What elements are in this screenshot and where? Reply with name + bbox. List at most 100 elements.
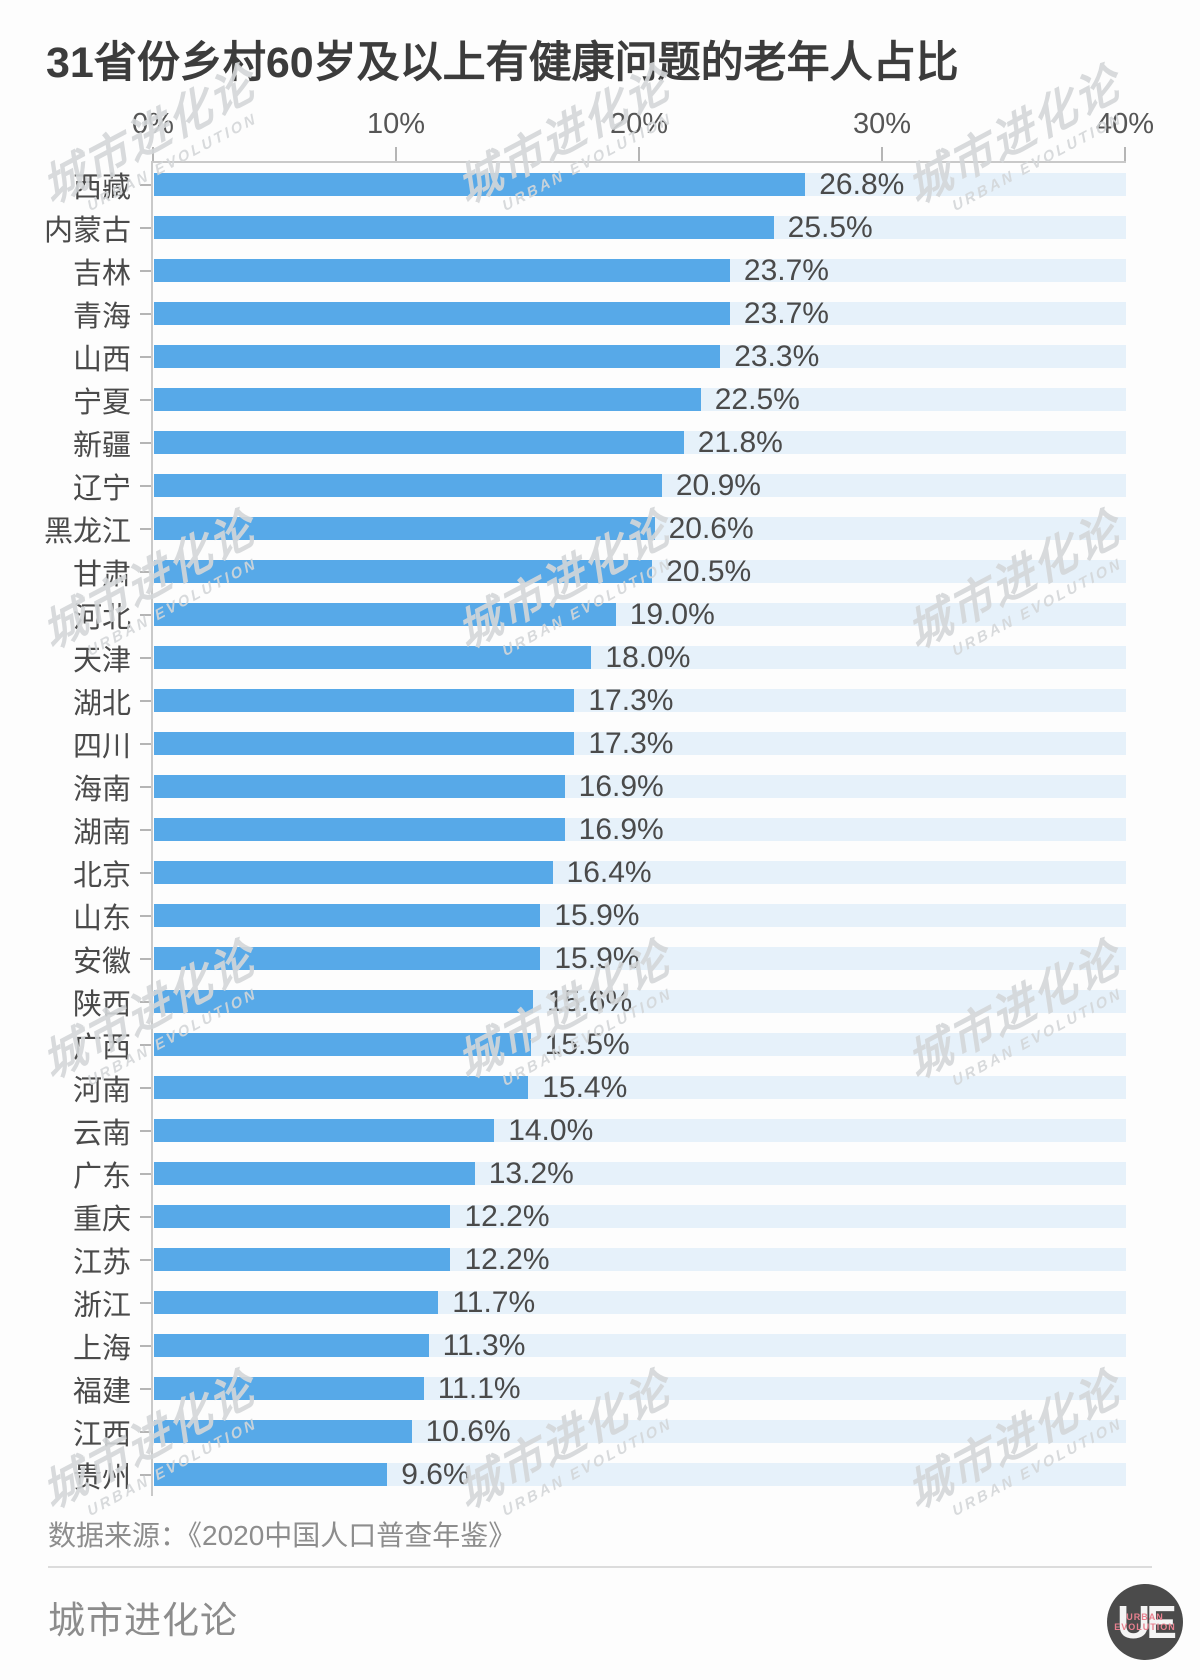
- bar-row: 海南 16.9%: [73, 765, 1126, 808]
- data-source-note: 数据来源：《2020中国人口普查年鉴》: [48, 1520, 517, 1551]
- value-label: 16.4%: [566, 855, 652, 889]
- y-axis-label: 江苏: [72, 1246, 131, 1279]
- value-label: 22.5%: [714, 382, 800, 416]
- value-label: 15.6%: [547, 984, 633, 1018]
- bar-row: 江苏 12.2%: [73, 1238, 1126, 1281]
- y-tick-mark: [140, 871, 151, 874]
- value-label: 17.3%: [588, 683, 674, 717]
- y-tick-mark: [140, 1043, 151, 1046]
- bar-row: 西藏 26.8%: [73, 163, 1126, 206]
- value-label: 17.3%: [588, 726, 674, 760]
- bar: [154, 1334, 429, 1357]
- y-axis-label: 陕西: [72, 988, 131, 1021]
- bar: [154, 732, 575, 755]
- bar: [154, 517, 655, 540]
- bar: [154, 689, 575, 712]
- y-axis-label: 广西: [72, 1031, 131, 1064]
- bar: [154, 646, 592, 669]
- y-tick-mark: [140, 269, 151, 272]
- bar: [154, 861, 553, 884]
- x-tick-mark: [152, 147, 154, 161]
- bar-row: 黑龙江 20.6%: [44, 507, 1126, 550]
- bar-row: 湖南 16.9%: [73, 808, 1126, 851]
- y-tick-mark: [140, 570, 151, 573]
- bar: [154, 603, 616, 626]
- y-tick-mark: [140, 398, 151, 401]
- bar-row: 山西 23.3%: [73, 335, 1126, 378]
- y-axis-label: 广东: [72, 1160, 131, 1193]
- y-tick-mark: [140, 527, 151, 530]
- value-label: 14.0%: [508, 1113, 594, 1147]
- x-axis-line: [152, 161, 1126, 163]
- value-label: 20.5%: [666, 554, 752, 588]
- bar-row: 福建 11.1%: [73, 1367, 1126, 1410]
- bar-row: 浙江 11.7%: [73, 1281, 1126, 1324]
- y-tick-mark: [140, 699, 151, 702]
- y-axis-label: 西藏: [72, 171, 131, 204]
- bar-row: 河北 19.0%: [73, 593, 1126, 636]
- y-axis-label: 宁夏: [72, 386, 131, 419]
- logo-monogram: UE: [1117, 1596, 1177, 1648]
- bar: [154, 560, 653, 583]
- y-axis-label: 重庆: [72, 1203, 131, 1236]
- bar: [154, 1033, 531, 1056]
- x-tick-label: 0%: [132, 108, 174, 140]
- y-axis-label: 福建: [72, 1375, 131, 1408]
- y-axis-label: 山西: [72, 343, 131, 376]
- bar: [154, 775, 565, 798]
- value-label: 19.0%: [629, 597, 715, 631]
- bar-row: 天津 18.0%: [73, 636, 1126, 679]
- brand-logo-icon: UE URBAN EVOLUTION: [1107, 1584, 1183, 1660]
- y-tick-mark: [140, 183, 151, 186]
- y-tick-mark: [140, 1000, 151, 1003]
- y-tick-mark: [140, 613, 151, 616]
- x-tick-label: 10%: [366, 108, 426, 140]
- bar-row: 贵州 9.6%: [73, 1453, 1126, 1496]
- bar: [154, 904, 541, 927]
- y-tick-mark: [140, 1258, 151, 1261]
- bar: [154, 1377, 424, 1400]
- value-label: 20.9%: [675, 468, 761, 502]
- x-tick-label: 40%: [1095, 108, 1155, 140]
- bar-row: 北京 16.4%: [73, 851, 1126, 894]
- bar-track: [154, 1463, 1126, 1486]
- y-tick-mark: [140, 226, 151, 229]
- bar: [154, 259, 730, 282]
- y-axis-label: 青海: [72, 300, 131, 333]
- bar: [154, 1162, 475, 1185]
- y-axis-label: 浙江: [72, 1289, 131, 1322]
- y-tick-mark: [140, 1215, 151, 1218]
- y-axis-label: 北京: [72, 859, 131, 892]
- bar-row: 辽宁 20.9%: [73, 464, 1126, 507]
- x-tick-mark: [1124, 147, 1126, 161]
- y-axis-label: 吉林: [72, 257, 131, 290]
- value-label: 20.6%: [668, 511, 754, 545]
- y-axis-label: 安徽: [72, 945, 131, 978]
- y-axis-label: 内蒙古: [43, 214, 131, 247]
- x-tick-label: 30%: [852, 108, 912, 140]
- value-label: 21.8%: [697, 425, 783, 459]
- value-label: 23.3%: [734, 339, 820, 373]
- value-label: 12.2%: [464, 1199, 550, 1233]
- y-tick-mark: [140, 1387, 151, 1390]
- y-tick-mark: [140, 785, 151, 788]
- value-label: 23.7%: [743, 253, 829, 287]
- y-axis-label: 贵州: [72, 1461, 131, 1494]
- y-axis-label: 辽宁: [72, 472, 131, 505]
- bar-row: 湖北 17.3%: [73, 679, 1126, 722]
- y-axis-label: 上海: [72, 1332, 131, 1365]
- y-axis-label: 新疆: [72, 429, 131, 462]
- bar-row: 广西 15.5%: [73, 1023, 1126, 1066]
- y-axis-label: 江西: [72, 1418, 131, 1451]
- bar: [154, 1248, 451, 1271]
- value-label: 11.3%: [442, 1328, 526, 1362]
- y-axis-label: 湖南: [72, 816, 131, 849]
- logo-subtext: URBAN EVOLUTION: [1114, 1612, 1176, 1632]
- value-label: 18.0%: [605, 640, 691, 674]
- value-label: 10.6%: [425, 1414, 511, 1448]
- bar: [154, 431, 684, 454]
- y-tick-mark: [140, 441, 151, 444]
- value-label: 15.9%: [554, 941, 640, 975]
- y-axis-label: 甘肃: [72, 558, 131, 591]
